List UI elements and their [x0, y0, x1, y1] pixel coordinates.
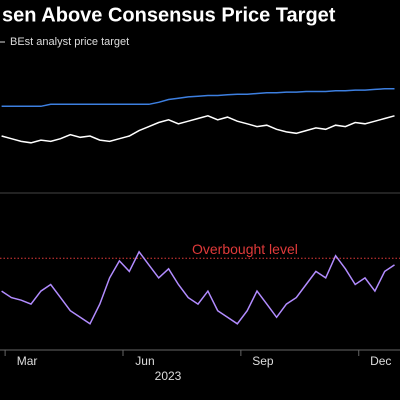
chart-title: sen Above Consensus Price Target — [2, 4, 336, 26]
series-line — [1, 88, 395, 108]
x-tick-label: Mar — [17, 354, 38, 368]
x-tick-label: Jun — [135, 354, 154, 368]
legend-label: BEst analyst price target — [10, 36, 129, 48]
x-tick-label: Dec — [370, 354, 391, 368]
x-axis-label: 2023 — [155, 369, 182, 383]
series-line — [1, 115, 395, 144]
reference-label: Overbought level — [192, 241, 298, 257]
series-line — [1, 250, 395, 325]
x-tick-label: Sep — [252, 354, 274, 368]
